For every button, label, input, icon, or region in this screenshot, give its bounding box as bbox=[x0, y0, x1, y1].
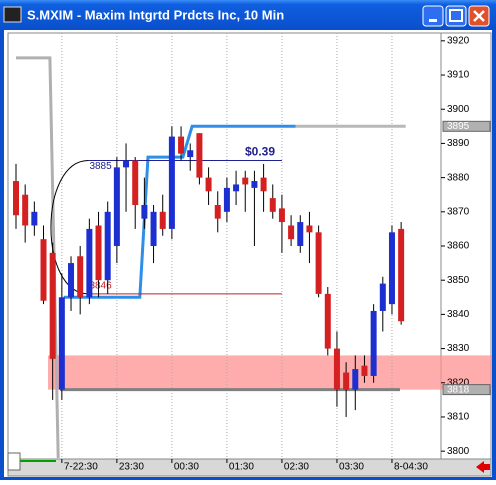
y-tick-label: 3920 bbox=[447, 35, 470, 46]
candle-body bbox=[214, 204, 221, 219]
indicator-line bbox=[63, 124, 296, 299]
scroll-box[interactable] bbox=[7, 452, 21, 471]
candle-body bbox=[324, 293, 331, 349]
x-tick-label: 7-22:30 bbox=[64, 462, 98, 473]
candle-body bbox=[315, 232, 322, 294]
candle-body bbox=[31, 211, 38, 226]
candle-body bbox=[132, 160, 139, 205]
y-tick-label: 3840 bbox=[447, 309, 470, 320]
y-tick-label: 3810 bbox=[447, 412, 470, 423]
x-tick-label: 01:30 bbox=[229, 462, 254, 473]
candle-body bbox=[361, 365, 368, 376]
candle-body bbox=[223, 187, 230, 212]
candle-body bbox=[269, 198, 276, 212]
candle-body bbox=[168, 136, 175, 229]
title-bar bbox=[0, 0, 496, 30]
candle-body bbox=[233, 184, 240, 192]
price-marker-label: 3895 bbox=[447, 121, 470, 132]
candle-body bbox=[123, 160, 130, 168]
y-tick-label: 3820 bbox=[447, 377, 470, 388]
x-tick-label: 8-04:30 bbox=[394, 462, 428, 473]
app-icon bbox=[3, 6, 22, 23]
candle-body bbox=[77, 256, 84, 298]
candle-body bbox=[196, 133, 203, 178]
candle-body bbox=[205, 177, 212, 192]
x-tick-label: 00:30 bbox=[174, 462, 199, 473]
candle-body bbox=[159, 211, 166, 229]
candle-body bbox=[187, 150, 194, 158]
candle-body bbox=[150, 211, 157, 246]
candle-body bbox=[86, 228, 93, 298]
candle-body bbox=[379, 283, 386, 311]
y-tick-label: 3870 bbox=[447, 206, 470, 217]
maximize-icon bbox=[449, 9, 463, 22]
candle-body bbox=[288, 225, 295, 240]
candle-body bbox=[68, 263, 75, 298]
price-marker bbox=[442, 384, 491, 396]
y-tick-label: 3850 bbox=[447, 275, 470, 286]
measure-diff-label: $0.39 bbox=[245, 145, 275, 159]
candle-body bbox=[333, 348, 340, 390]
minimize-icon bbox=[429, 19, 437, 22]
candle-body bbox=[297, 222, 304, 246]
y-tick-label: 3860 bbox=[447, 241, 470, 252]
candle-body bbox=[49, 252, 56, 359]
close-icon bbox=[473, 10, 485, 22]
candle-body bbox=[306, 225, 313, 233]
measure-top-label: 3885 bbox=[89, 161, 112, 172]
window-title: S.MXIM - Maxim Intgrtd Prdcts Inc, 10 Mi… bbox=[27, 7, 284, 22]
y-tick-label: 3890 bbox=[447, 138, 470, 149]
candle-body bbox=[13, 181, 19, 216]
x-tick-label: 02:30 bbox=[284, 462, 309, 473]
price-zone bbox=[48, 355, 492, 390]
x-tick-label: 03:30 bbox=[339, 462, 364, 473]
candle-body bbox=[40, 239, 47, 301]
candle-body bbox=[95, 225, 102, 281]
x-tick-label: 23:30 bbox=[119, 462, 144, 473]
scroll-arrow[interactable] bbox=[476, 461, 490, 473]
candle-body bbox=[242, 177, 249, 185]
candle-body bbox=[22, 194, 29, 226]
candle-body bbox=[104, 211, 111, 281]
measure-bottom-label: 3846 bbox=[89, 281, 112, 292]
price-marker-label: 3818 bbox=[447, 384, 470, 395]
candle-body bbox=[352, 369, 359, 390]
y-tick-label: 3880 bbox=[447, 172, 470, 183]
candle-body bbox=[251, 181, 258, 188]
candle-body bbox=[278, 208, 285, 223]
y-tick-label: 3800 bbox=[447, 446, 470, 457]
candle-body bbox=[141, 204, 148, 219]
candle-body bbox=[370, 310, 377, 376]
candle-body bbox=[343, 372, 350, 390]
minimize-button[interactable] bbox=[422, 5, 444, 27]
candle-body bbox=[398, 228, 405, 322]
candle-body bbox=[58, 297, 65, 390]
y-tick-label: 3900 bbox=[447, 104, 470, 115]
y-tick-label: 3830 bbox=[447, 343, 470, 354]
candle-body bbox=[178, 136, 185, 154]
candle-body bbox=[260, 177, 267, 192]
candle-body bbox=[388, 232, 395, 305]
plot-area bbox=[7, 32, 442, 460]
y-tick-label: 3910 bbox=[447, 70, 470, 81]
candle-body bbox=[113, 167, 120, 246]
price-marker bbox=[442, 120, 491, 132]
